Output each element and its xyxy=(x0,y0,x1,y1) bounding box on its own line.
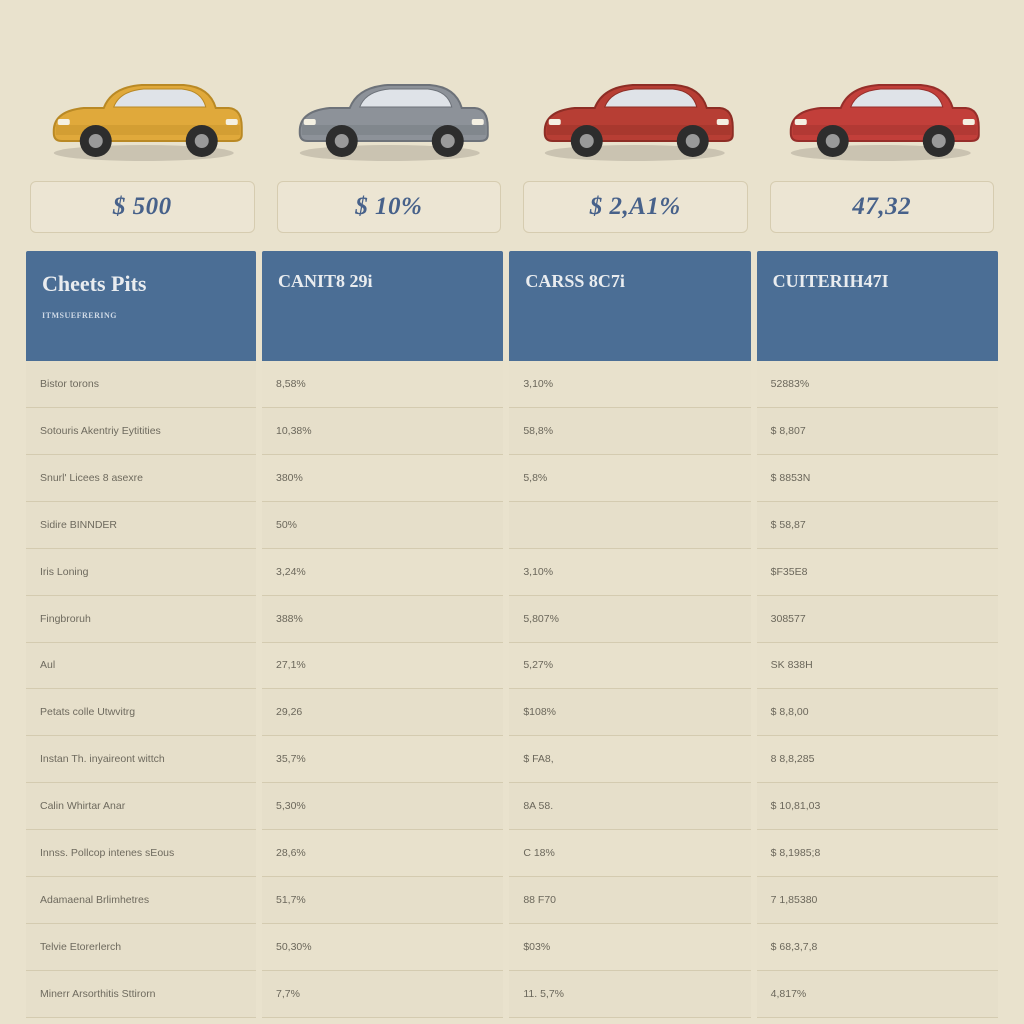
table-cell: $ 68,3,7,8 xyxy=(757,924,998,971)
car-slot-2 xyxy=(276,28,504,163)
table-cell: 27,1% xyxy=(262,643,503,690)
table-cell: $ 8,1985;8 xyxy=(757,830,998,877)
car-slot-3 xyxy=(521,28,749,163)
table-cell: 88 F70 xyxy=(509,877,750,924)
row-label: Bistor torons xyxy=(26,361,256,408)
table-cell xyxy=(509,502,750,549)
table-cell: 5,8% xyxy=(509,455,750,502)
col-title: Cheets Pits xyxy=(42,271,146,296)
table-cell: 5,807% xyxy=(509,596,750,643)
table-cell: $108% xyxy=(509,689,750,736)
col-title: CUITERIH47I xyxy=(773,271,889,291)
table-row: Minerr Arsorthitis Sttirorn7,7%11. 5,7%4… xyxy=(26,971,998,1018)
table-row: Innss. Pollcop intenes sEous28,6%C 18%$ … xyxy=(26,830,998,877)
table-cell: 8A 58. xyxy=(509,783,750,830)
table-body: Bistor torons8,58%3,10%52883%Sotouris Ak… xyxy=(26,361,998,1018)
table-cell: 52883% xyxy=(757,361,998,408)
row-label: Snurl' Licees 8 asexre xyxy=(26,455,256,502)
table-cell: C 18% xyxy=(509,830,750,877)
table-cell: $F35E8 xyxy=(757,549,998,596)
table-cell: $03% xyxy=(509,924,750,971)
table-row: Petats colle Utwvitrg29,26$108%$ 8,8,00 xyxy=(26,689,998,736)
table-cell: $ 10,81,03 xyxy=(757,783,998,830)
row-label: Instan Th. inyaireont wittch xyxy=(26,736,256,783)
table-cell: 3,24% xyxy=(262,549,503,596)
table-row: Fingbroruh388%5,807%308577 xyxy=(26,596,998,643)
car-slot-4 xyxy=(767,28,995,163)
price-badge-row: $ 500 $ 10% $ 2,A1% 47,32 xyxy=(0,175,1024,251)
car-icon xyxy=(30,53,258,163)
comparison-table-wrap: Cheets Pits ITMSUEFRERING CANIT8 29i CAR… xyxy=(0,251,1024,1024)
table-col-header: CARSS 8C7i xyxy=(509,251,750,361)
table-cell: 4,817% xyxy=(757,971,998,1018)
row-label: Telvie Etorerlerch xyxy=(26,924,256,971)
table-col-header: CUITERIH47I xyxy=(757,251,998,361)
table-col-header: CANIT8 29i xyxy=(262,251,503,361)
row-label: Sidire BINNDER xyxy=(26,502,256,549)
table-row: Instan Th. inyaireont wittch35,7%$ FA8,8… xyxy=(26,736,998,783)
table-cell: 5,30% xyxy=(262,783,503,830)
table-row: Iris Loning3,24%3,10%$F35E8 xyxy=(26,549,998,596)
table-cell: 11. 5,7% xyxy=(509,971,750,1018)
table-row: Aul27,1%5,27%SK 838H xyxy=(26,643,998,690)
table-row: Calin Whirtar Anar5,30%8A 58.$ 10,81,03 xyxy=(26,783,998,830)
table-cell: 50% xyxy=(262,502,503,549)
table-row: Snurl' Licees 8 asexre380%5,8%$ 8853N xyxy=(26,455,998,502)
row-label: Iris Loning xyxy=(26,549,256,596)
car-icon xyxy=(276,53,504,163)
table-row: Telvie Etorerlerch50,30%$03%$ 68,3,7,8 xyxy=(26,924,998,971)
table-col-header: Cheets Pits ITMSUEFRERING xyxy=(26,251,256,361)
table-cell: 35,7% xyxy=(262,736,503,783)
table-cell: 8 8,8,285 xyxy=(757,736,998,783)
table-cell: 50,30% xyxy=(262,924,503,971)
table-cell: 3,10% xyxy=(509,549,750,596)
table-cell: 58,8% xyxy=(509,408,750,455)
price-badge: 47,32 xyxy=(770,181,995,233)
row-label: Innss. Pollcop intenes sEous xyxy=(26,830,256,877)
row-label: Adamaenal Brlimhetres xyxy=(26,877,256,924)
price-badge: $ 2,A1% xyxy=(523,181,748,233)
table-cell: SK 838H xyxy=(757,643,998,690)
table-cell: 388% xyxy=(262,596,503,643)
comparison-page: $ 500 $ 10% $ 2,A1% 47,32 Cheets Pits IT… xyxy=(0,0,1024,1024)
row-label: Sotouris Akentriy Eytitities xyxy=(26,408,256,455)
table-cell: 28,6% xyxy=(262,830,503,877)
price-badge: $ 10% xyxy=(277,181,502,233)
table-cell: 5,27% xyxy=(509,643,750,690)
car-icon xyxy=(521,53,749,163)
table-cell: $ 8,807 xyxy=(757,408,998,455)
table-cell: $ 8,8,00 xyxy=(757,689,998,736)
table-row: Adamaenal Brlimhetres51,7%88 F707 1,8538… xyxy=(26,877,998,924)
table-cell: 3,10% xyxy=(509,361,750,408)
comparison-table: Cheets Pits ITMSUEFRERING CANIT8 29i CAR… xyxy=(20,251,1004,1018)
row-label: Minerr Arsorthitis Sttirorn xyxy=(26,971,256,1018)
row-label: Calin Whirtar Anar xyxy=(26,783,256,830)
table-cell: $ 58,87 xyxy=(757,502,998,549)
table-cell: $ 8853N xyxy=(757,455,998,502)
row-label: Fingbroruh xyxy=(26,596,256,643)
row-label: Aul xyxy=(26,643,256,690)
car-slot-1 xyxy=(30,28,258,163)
table-cell: 8,58% xyxy=(262,361,503,408)
table-cell: 7,7% xyxy=(262,971,503,1018)
table-cell: 308577 xyxy=(757,596,998,643)
car-image-row xyxy=(0,0,1024,175)
table-header-row: Cheets Pits ITMSUEFRERING CANIT8 29i CAR… xyxy=(26,251,998,361)
table-cell: $ FA8, xyxy=(509,736,750,783)
table-cell: 10,38% xyxy=(262,408,503,455)
table-cell: 7 1,85380 xyxy=(757,877,998,924)
table-cell: 51,7% xyxy=(262,877,503,924)
col-title: CARSS 8C7i xyxy=(525,271,625,291)
col-title: CANIT8 29i xyxy=(278,271,373,291)
table-row: Sotouris Akentriy Eytitities10,38%58,8%$… xyxy=(26,408,998,455)
car-icon xyxy=(767,53,995,163)
table-row: Bistor torons8,58%3,10%52883% xyxy=(26,361,998,408)
table-row: Sidire BINNDER50% $ 58,87 xyxy=(26,502,998,549)
table-cell: 29,26 xyxy=(262,689,503,736)
price-badge: $ 500 xyxy=(30,181,255,233)
table-cell: 380% xyxy=(262,455,503,502)
col-subtitle: ITMSUEFRERING xyxy=(42,311,240,320)
row-label: Petats colle Utwvitrg xyxy=(26,689,256,736)
